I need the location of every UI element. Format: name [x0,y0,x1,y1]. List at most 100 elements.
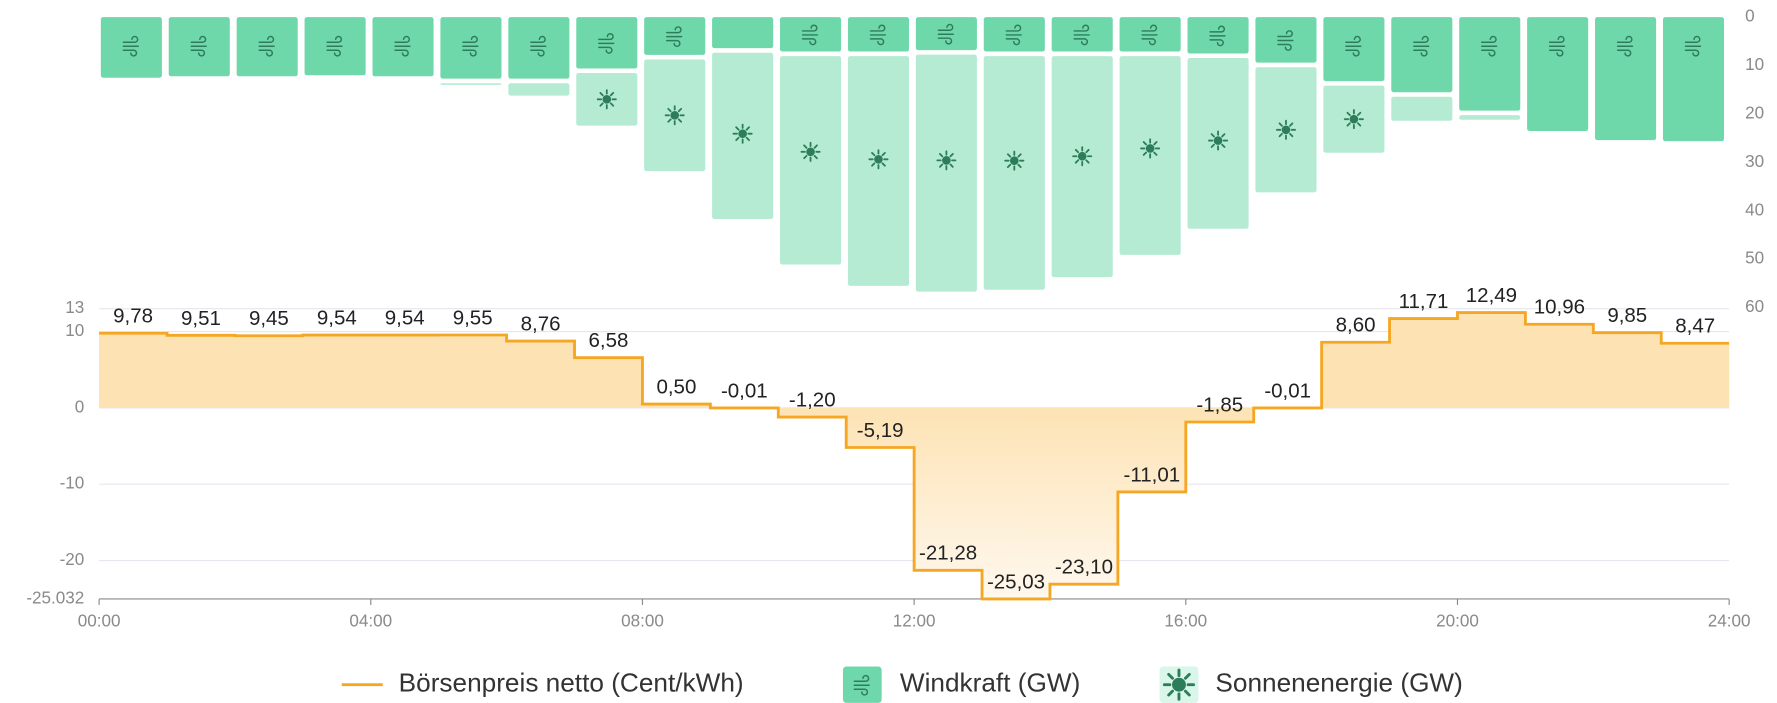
wind-stroke [1684,35,1701,43]
sun-ray [1221,143,1226,148]
wind-stroke [869,24,886,32]
wind-stroke [258,35,275,43]
value-label: 6,58 [589,329,629,352]
wind-bar [1391,17,1453,93]
wind-stroke [801,24,818,32]
sun-ray [813,154,818,160]
sun-ray [949,153,954,158]
wind-stroke [937,23,954,31]
bar [712,17,774,49]
wind-stroke [190,35,207,43]
x-tick-label: 12:00 [893,612,936,631]
y2-tick-label: 30 [1745,152,1764,171]
wind-stroke [665,39,681,48]
sun-icon [800,141,821,162]
bar [847,56,910,286]
sun-ray [1153,141,1158,146]
bar [1323,17,1385,82]
wind-icon [1616,35,1634,57]
wind-stroke [462,35,478,43]
bar [508,17,570,79]
wind-icon [853,674,870,696]
value-label: -5,19 [857,419,904,442]
wind-icon [937,23,954,45]
wind-bar [712,17,774,49]
bar [915,54,977,292]
value-label: 8,76 [521,313,561,336]
sun-ray [1183,689,1191,697]
sun-ray [1289,132,1294,138]
wind-stroke [190,49,206,57]
solar-bar [780,56,842,265]
sun-ray [1221,133,1226,138]
sun-core [1213,136,1223,145]
wind-bar [576,17,638,69]
sun-core [1145,144,1155,153]
sun-ray [1210,133,1215,138]
solar-bar [644,59,706,172]
wind-stroke [326,35,343,43]
wind-icon [801,24,819,46]
wind-bar [1459,17,1521,111]
sun-core [602,95,612,104]
x-tick-label: 20:00 [1436,612,1479,631]
wind-stroke [1616,49,1632,57]
sun-ray [1142,151,1148,156]
sun-core [670,110,680,120]
sun-ray [1085,159,1090,164]
sun-ray [813,144,818,149]
sun-core [1077,151,1087,161]
wind-icon [326,35,343,57]
value-label: 12,49 [1466,284,1517,307]
sun-ray [1346,122,1351,127]
value-label: -1,20 [789,389,836,412]
solar-bar [847,56,910,286]
wind-stroke [1481,49,1496,57]
wind-stroke [1413,49,1428,57]
value-label: -23,10 [1055,556,1113,579]
sun-ray [939,163,944,168]
sun-ray [1167,689,1174,697]
legend-label: Börsenpreis netto (Cent/kWh) [399,668,744,698]
wind-bar [168,17,230,77]
wind-bar [1187,17,1249,54]
value-label: 9,51 [181,307,221,330]
solar-bar [508,83,570,96]
value-label: 9,55 [453,306,493,329]
bar [440,83,502,85]
sun-ray [871,151,876,157]
bar [100,17,162,78]
sun-ray [939,153,944,158]
value-label: 9,78 [113,305,153,328]
x-tick-label: 16:00 [1164,612,1207,631]
sun-core [1349,114,1359,124]
wind-icon [190,35,207,57]
wind-stroke [1413,35,1429,43]
wind-stroke [1345,49,1360,57]
y2-tick-label: 60 [1745,297,1764,316]
wind-icon [1005,24,1022,46]
wind-icon [530,35,547,57]
wind-bar [1323,17,1385,82]
sun-icon [1343,109,1364,130]
wind-stroke [1141,24,1158,32]
wind-icon [1345,35,1362,57]
sun-ray [1153,151,1158,156]
sun-ray [667,118,672,123]
wind-icon [1073,24,1090,46]
sun-icon [664,105,685,126]
value-label: 9,54 [317,307,357,330]
wind-stroke [122,35,139,43]
bar [983,56,1045,290]
wind-stroke [530,35,546,43]
wind-bar [915,17,977,51]
wind-bar [236,17,298,77]
bar [1051,56,1113,278]
y-tick-label: 10 [65,321,84,340]
sun-icon [1162,668,1196,701]
sun-ray [871,162,876,167]
x-tick-label: 00:00 [78,612,121,631]
sun-ray [735,126,740,131]
sun-ray [1074,159,1080,164]
bar [508,83,570,96]
